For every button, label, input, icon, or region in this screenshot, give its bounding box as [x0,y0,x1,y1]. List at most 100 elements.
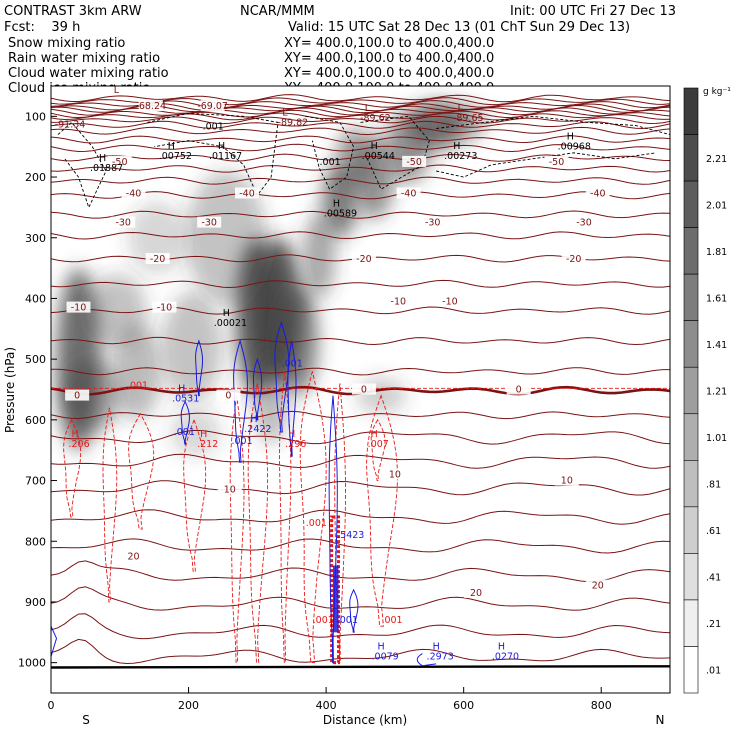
colorbar-swatch [683,273,699,321]
rain-label-value: .206 [68,439,89,450]
temperature-label-bg [561,253,586,265]
y-tick-label: 700 [25,475,46,488]
plot-frame [50,85,671,694]
colorbar-swatch [683,87,699,135]
temperature-label-bg [386,295,411,307]
x-tick-label: 800 [591,699,612,712]
colorbar-label: 1.01 [706,433,727,444]
ice-label-value: .00968 [558,142,591,153]
temperature-extremum-marker: L [365,103,371,114]
legend-snow-xy: XY= 400.0,100.0 to 400.0,400.0 [284,36,494,51]
snow-shade-blob [335,128,372,190]
temperature-extremum-value: -91.34 [55,119,86,130]
temperature-label: -10 [71,303,87,314]
temperature-label-bg [554,474,579,486]
y-tick-label: 200 [25,171,46,184]
y-tick-label: 600 [25,414,46,427]
legend-rain-xy: XY= 400.0,100.0 to 400.0,400.0 [284,51,494,66]
y-tick-label: 400 [25,292,46,305]
colorbar-swatch [683,366,699,415]
temperature-label-bg [200,100,225,112]
ice-label-value: .00589 [324,209,357,220]
colorbar-label: 2.21 [706,154,727,165]
cloud-water-label-value: .001 [174,427,195,438]
colorbar: g kg⁻¹ 2.21 2.01 1.81 1.61 1.41 1.21 1.01 .81 .6… [683,87,731,694]
rain-label-value: .212 [197,439,218,450]
cloud-water-label-value: .001 [282,358,303,369]
temperature-label-bg [585,579,610,591]
temperature-contour [51,538,670,554]
colorbar-swatch [683,460,699,508]
temperature-label: 20 [470,588,482,599]
ice-label-marker: H [99,153,106,164]
temperature-label: -20 [566,254,582,265]
rain-contour [299,371,327,664]
ice-label-value: .00273 [444,151,477,162]
rain-label-marker: H [200,429,207,440]
cloud-water-core [332,565,339,633]
x-axis-label: Distance (km) [323,713,407,727]
colorbar-label: .41 [706,573,721,584]
cloud-water-contour [328,395,338,664]
temperature-label-bg [402,155,427,167]
temperature-contour [51,109,670,119]
colorbar-swatch [683,413,699,461]
temperature-extremum-marker: L [282,107,288,118]
colorbar-unit: g kg⁻¹ [703,87,731,97]
x-axis-north: N [656,713,665,727]
temperature-label-bg [396,187,421,199]
temperature-contour [51,586,670,611]
temperature-label: -68.24 [135,101,166,112]
temperature-contour [51,112,670,121]
temperature-contour [51,126,670,136]
rain-contour [370,419,386,482]
temperature-label-bg [585,187,610,199]
temperature-contours [51,94,670,669]
temperature-label-bg [351,383,376,395]
temperature-label: -30 [576,218,592,229]
cloud-water-label-marker: H [433,642,440,653]
legend-rain-label: Rain water mixing ratio [8,51,160,66]
temperature-label: 10 [561,476,573,487]
temperature-contour [51,164,670,173]
colorbar-swatch [683,320,699,368]
temperature-contour [51,191,670,200]
y-axis-label: Pressure (hPa) [3,347,17,433]
temperature-label-bg [216,389,241,401]
colorbar-swatch [683,506,699,554]
rain-label-value: .001 [381,615,402,626]
cloud-water-contour [416,653,437,667]
valid-time: Valid: 15 UTC Sat 28 Dec 13 (01 ChT Sun … [288,20,630,35]
x-tick-label: 0 [48,699,55,712]
cloud-water-label-marker: H [378,642,385,653]
legend-cloud-label: Cloud water mixing ratio [8,66,169,81]
colorbar-label: .01 [706,666,721,677]
ice-label-marker: H [168,141,175,152]
colorbar-label: .81 [706,480,721,491]
colorbar-label: 1.81 [706,247,727,258]
cloud-water-label-value: .2973 [427,652,454,663]
y-tick-label: 800 [25,535,46,548]
ice-label-value: .01887 [90,163,123,174]
cloud-water-contours [51,321,437,667]
init-time: Init: 00 UTC Fri 27 Dec 13 [510,4,676,19]
temperature-label: 10 [389,470,401,481]
temperature-extremum-marker: L [458,103,464,114]
rain-contour [128,412,155,530]
temperature-contour [51,176,670,185]
temperature-label-bg [138,100,163,112]
temperature-label-bg [121,187,146,199]
temperature-label-bg [382,468,407,480]
ice-label-value: .01167 [209,151,242,162]
cloud-water-contour [253,357,263,421]
temperature-contour [51,560,670,583]
temperature-contour [51,210,670,219]
forecast-hour: Fcst: 39 h [4,20,80,35]
colorbar-label: 2.01 [706,200,727,211]
temperature-label-bg [572,216,597,228]
y-tick-label: 500 [25,353,46,366]
rain-label-value: .001 [306,518,327,529]
temperature-contour [51,429,670,445]
snow-shade-blob [170,407,221,457]
ice-contour [436,115,670,136]
